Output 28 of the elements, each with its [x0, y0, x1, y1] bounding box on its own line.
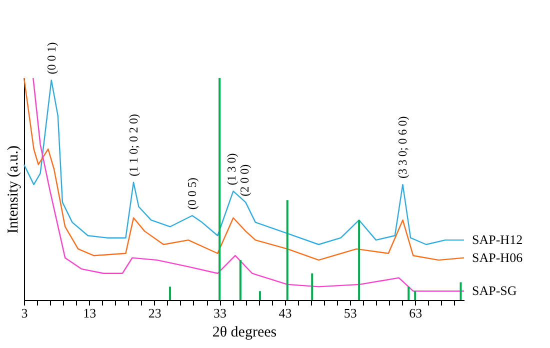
series-label: SAP-H06 [472, 250, 524, 265]
y-axis-title: Intensity (a.u.) [6, 146, 22, 234]
annotation: (1 3 0) [224, 153, 238, 186]
bar [218, 78, 221, 300]
bar [258, 291, 261, 300]
series-label: SAP-H12 [472, 232, 523, 248]
x-tick-label: 3 [21, 306, 28, 320]
series-label: SAP-SG [472, 283, 517, 298]
annotation: (3 3 0; 0 6 0) [396, 116, 410, 179]
annotation: (1 1 0; 0 2 0) [126, 114, 141, 176]
x-tick-label: 13 [83, 306, 96, 320]
x-tick-label: 23 [148, 306, 162, 320]
bar [239, 260, 242, 300]
x-axis-title: 2θ degrees [212, 324, 277, 340]
annotation: (0 0 1) [44, 42, 58, 74]
bar [460, 282, 462, 300]
x-tick-label: 43 [278, 306, 292, 320]
bar [414, 291, 416, 300]
x-tick-label: 53 [344, 306, 357, 320]
bar [311, 273, 314, 300]
x-tick-label: 33 [214, 306, 227, 320]
bar [358, 220, 360, 300]
bar [286, 200, 288, 300]
bar [169, 286, 172, 300]
x-tick-label: 63 [409, 306, 422, 320]
bar [408, 286, 410, 300]
annotation: (0 0 5) [185, 178, 200, 210]
annotation: (2 0 0) [237, 164, 252, 196]
